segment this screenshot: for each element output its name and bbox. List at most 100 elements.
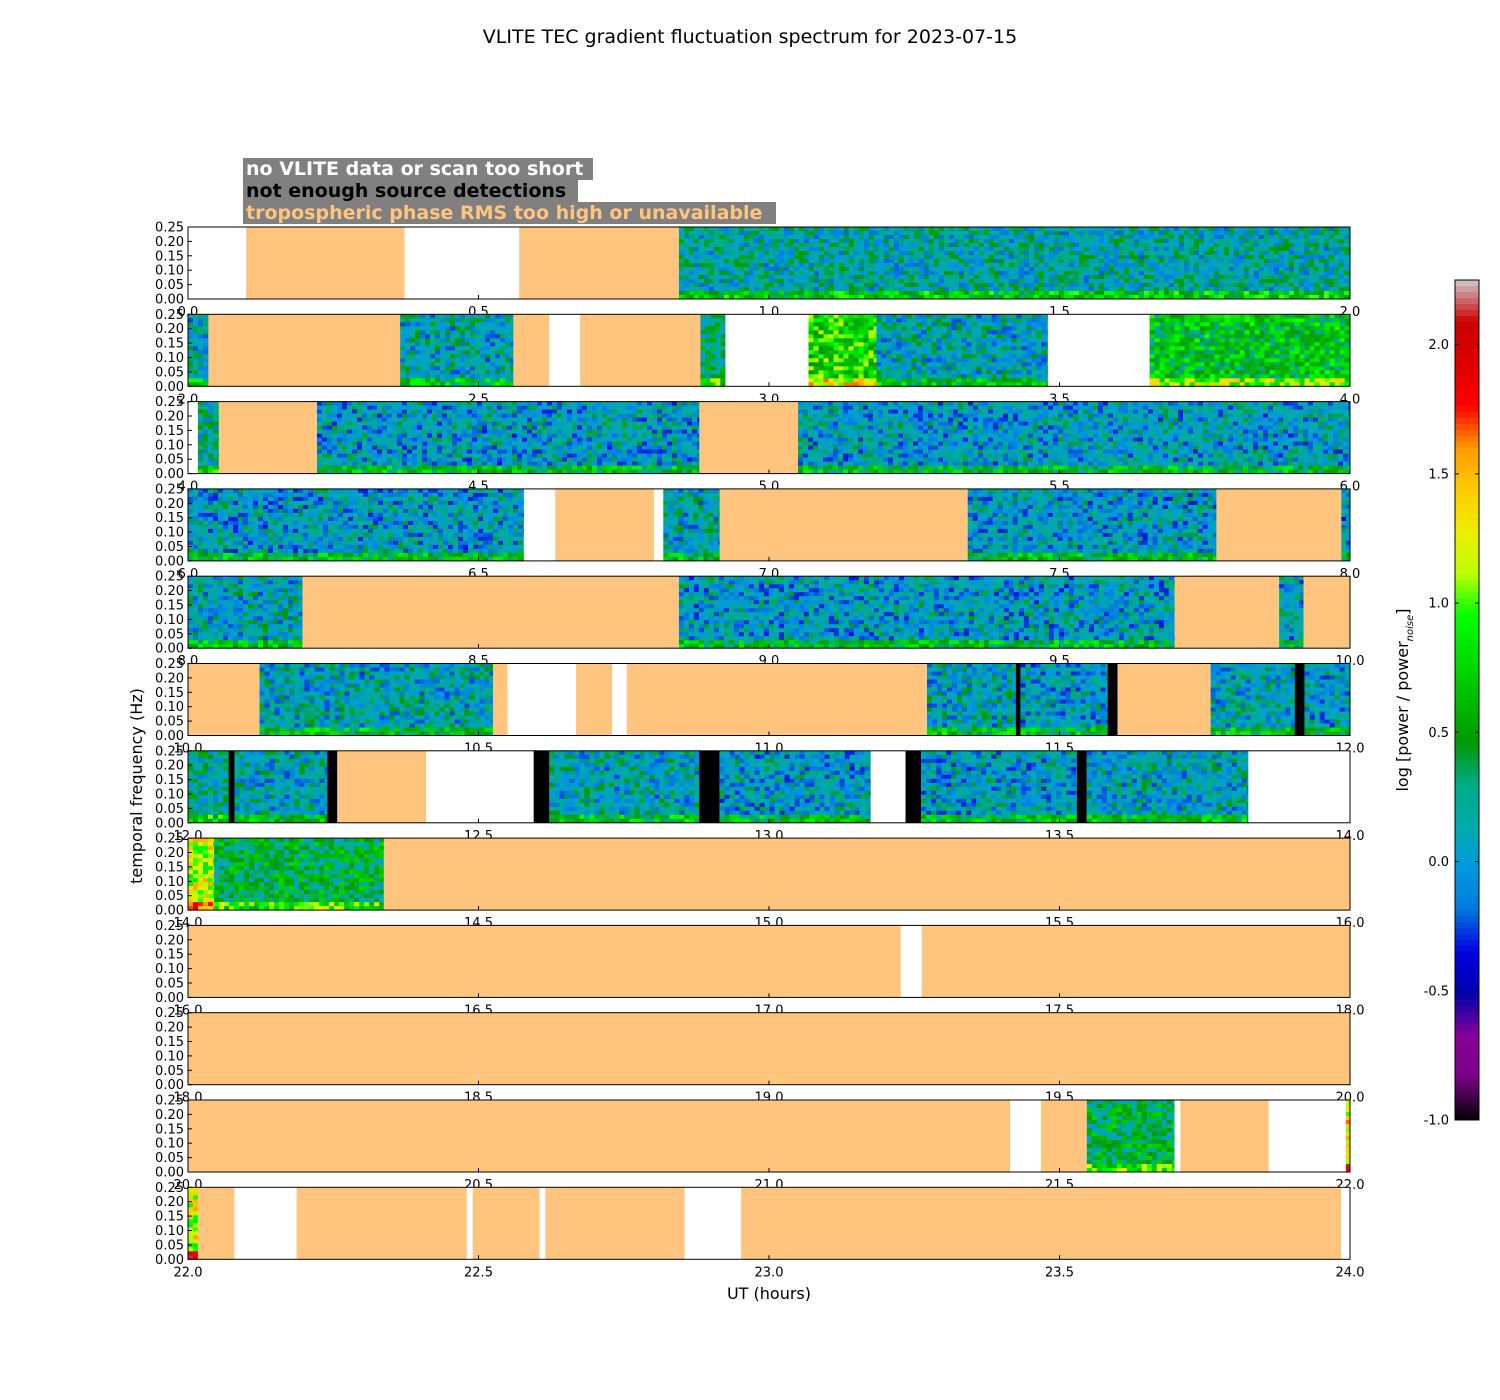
spectrum-cell xyxy=(1118,275,1125,280)
spectrum-cell xyxy=(400,370,406,375)
spectrum-cell xyxy=(1128,239,1135,244)
spectrum-cell xyxy=(470,358,476,363)
spectrum-cell xyxy=(818,279,825,284)
spectrum-cell xyxy=(1088,247,1095,252)
spectrum-cell xyxy=(1313,287,1320,292)
spectrum-cell xyxy=(332,433,338,438)
spectrum-cell xyxy=(891,318,897,323)
spectrum-cell xyxy=(976,326,982,331)
spectrum-cell xyxy=(953,251,960,256)
spectrum-cell xyxy=(505,334,511,339)
spectrum-cell xyxy=(715,350,721,355)
spectrum-cell xyxy=(1253,259,1260,264)
spectrum-cell xyxy=(693,287,700,292)
spectrum-cell xyxy=(455,350,461,355)
spectrum-cell xyxy=(693,271,700,276)
spectrum-cell xyxy=(1169,350,1175,355)
spectrum-cell xyxy=(1209,354,1215,359)
spectrum-cell xyxy=(828,338,834,343)
spectrum-cell xyxy=(1128,279,1135,284)
spectrum-cell xyxy=(1338,255,1345,260)
spectrum-cell xyxy=(1208,279,1215,284)
spectrum-cell xyxy=(1169,314,1175,319)
spectrum-cell xyxy=(362,413,368,418)
spectrum-cell xyxy=(1228,239,1235,244)
spectrum-cell xyxy=(1248,251,1255,256)
spectrum-cell xyxy=(1159,322,1165,327)
spectrum-cell xyxy=(1154,354,1160,359)
spectrum-cell xyxy=(928,291,935,296)
spectrum-cell xyxy=(941,326,947,331)
spectrum-cell xyxy=(400,366,406,371)
spectrum-cell xyxy=(981,330,987,335)
spectrum-cell xyxy=(981,378,987,383)
spectrum-cell xyxy=(1249,370,1255,375)
spectrum-cell xyxy=(1063,295,1070,300)
spectrum-cell xyxy=(1174,346,1180,351)
spectrum-cell xyxy=(1174,318,1180,323)
spectrum-cell xyxy=(415,358,421,363)
spectrum-cell xyxy=(886,358,892,363)
spectrum-cell xyxy=(818,382,824,387)
spectrum-cell xyxy=(1133,227,1140,232)
spectrum-cell xyxy=(337,409,343,414)
spectrum-cell xyxy=(1048,295,1055,300)
spectrum-cell xyxy=(1143,235,1150,240)
spectrum-cell xyxy=(198,366,204,371)
spectrum-cell xyxy=(808,283,815,288)
spectrum-cell xyxy=(1179,314,1185,319)
spectrum-cell xyxy=(720,338,726,343)
spectrum-cell xyxy=(207,401,214,406)
spectrum-cell xyxy=(903,231,910,236)
spectrum-cell xyxy=(1179,338,1185,343)
spectrum-cell xyxy=(1324,354,1330,359)
spectrum-cell xyxy=(197,429,204,434)
spectrum-cell xyxy=(1333,227,1340,232)
no_data-block xyxy=(1047,314,1150,387)
spectrum-cell xyxy=(936,342,942,347)
spectrum-cell xyxy=(1324,370,1330,375)
spectrum-cell xyxy=(500,378,506,383)
spectrum-cell xyxy=(1224,374,1230,379)
spectrum-cell xyxy=(956,358,962,363)
spectrum-cell xyxy=(1324,338,1330,343)
spectrum-cell xyxy=(197,469,204,474)
spectrum-cell xyxy=(1298,247,1305,252)
panel-4-6: 0.000.050.100.150.200.254.0 4.5 5.0 5.5 6.0 xyxy=(155,395,1360,495)
spectrum-cell xyxy=(921,338,927,343)
spectrum-cell xyxy=(1244,350,1250,355)
spectrum-cell xyxy=(863,374,869,379)
spectrum-cell xyxy=(317,405,323,410)
spectrum-cell xyxy=(1193,235,1200,240)
spectrum-cell xyxy=(352,461,358,466)
spectrum-cell xyxy=(430,346,436,351)
spectrum-cell xyxy=(1334,366,1340,371)
spectrum-cell xyxy=(332,425,338,430)
spectrum-cell xyxy=(803,235,810,240)
spectrum-cell xyxy=(858,283,865,288)
spectrum-cell xyxy=(873,287,880,292)
spectrum-cell xyxy=(212,453,219,458)
spectrum-cell xyxy=(718,259,725,264)
spectrum-cell xyxy=(1243,271,1250,276)
spectrum-cell xyxy=(1068,239,1075,244)
spectrum-cell xyxy=(891,370,897,375)
spectrum-cell xyxy=(1304,366,1310,371)
spectrum-cell xyxy=(971,358,977,363)
spectrum-cell xyxy=(1219,370,1225,375)
spectrum-cell xyxy=(1159,318,1165,323)
spectrum-cell xyxy=(475,318,481,323)
spectrum-cell xyxy=(1304,346,1310,351)
spectrum-cell xyxy=(1238,263,1245,268)
spectrum-cell xyxy=(1143,279,1150,284)
spectrum-cell xyxy=(475,358,481,363)
spectrum-cell xyxy=(188,334,194,339)
spectrum-cell xyxy=(828,350,834,355)
spectrum-cell xyxy=(1046,314,1049,319)
spectrum-cell xyxy=(1229,314,1235,319)
spectrum-cell xyxy=(1093,235,1100,240)
spectrum-cell xyxy=(420,346,426,351)
spectrum-cell xyxy=(973,267,980,272)
spectrum-cell xyxy=(1223,271,1230,276)
spectrum-cell xyxy=(342,441,348,446)
